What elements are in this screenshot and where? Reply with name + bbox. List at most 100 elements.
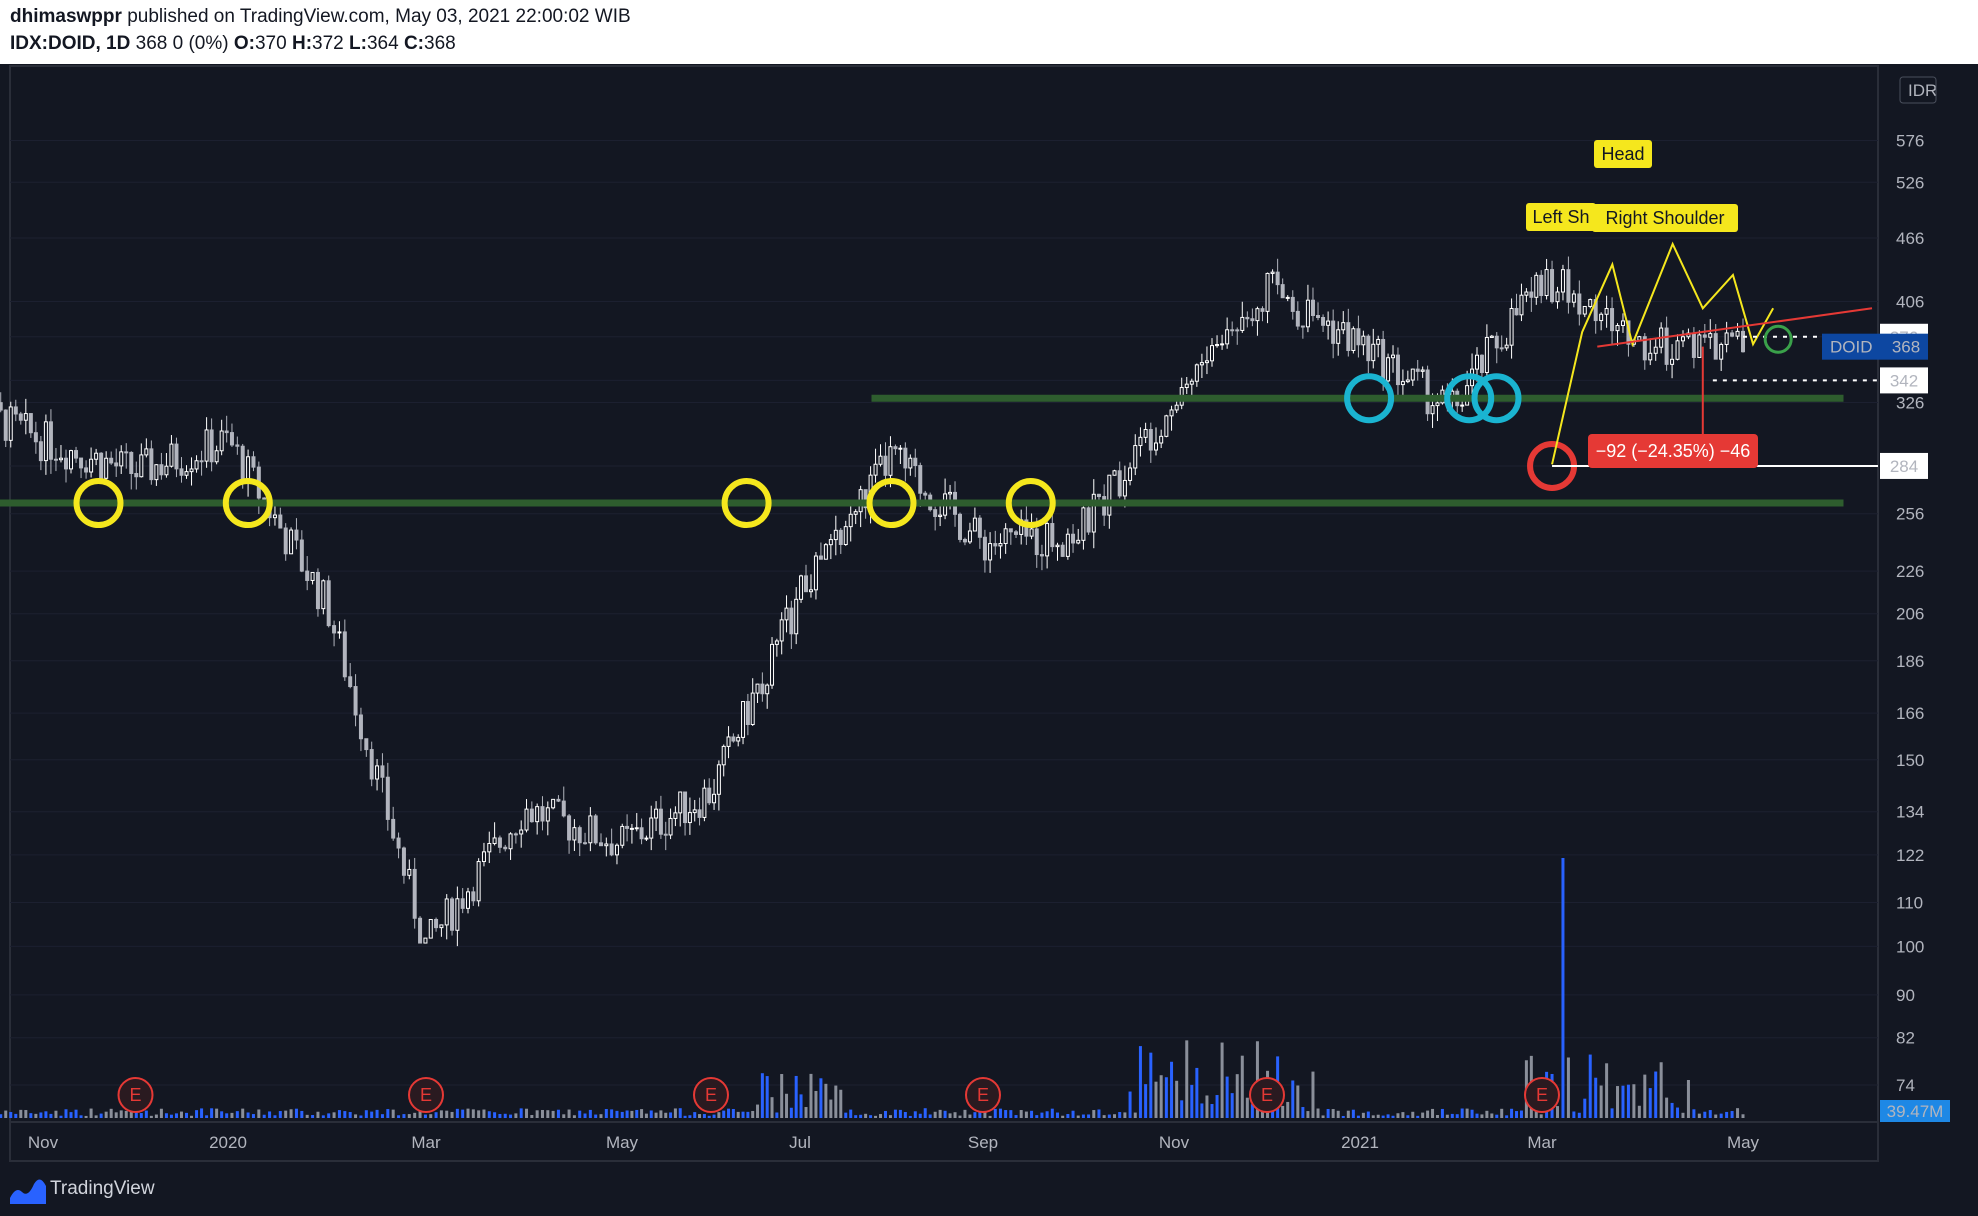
volume-bar: [205, 1115, 209, 1118]
price-axis[interactable]: 74 82 90 100 110 122 134 150 166 186 206 226 256 326 4…: [1822, 76, 1950, 1122]
candle-body: [1560, 269, 1565, 293]
volume-bar: [849, 1109, 853, 1118]
volume-bar: [1725, 1111, 1729, 1118]
candle-body: [1599, 313, 1604, 322]
volume-bar: [928, 1114, 932, 1118]
candle-body: [412, 868, 417, 919]
volume-bar: [439, 1110, 443, 1118]
candle-body: [455, 898, 460, 931]
candle-body: [144, 448, 149, 456]
volume-bar: [164, 1113, 168, 1118]
volume-bar: [1697, 1113, 1701, 1118]
volume-bar: [540, 1109, 544, 1118]
volume-bar: [169, 1114, 173, 1118]
volume-bar: [99, 1113, 103, 1118]
volume-bar: [599, 1114, 603, 1118]
symbol-tag-value: 368: [1892, 338, 1920, 357]
volume-bar: [1045, 1111, 1049, 1118]
candle-body: [561, 800, 566, 817]
volume-bar: [1035, 1115, 1039, 1118]
volume-bar: [1076, 1115, 1080, 1118]
time-tick-label: Nov: [28, 1133, 59, 1152]
time-axis[interactable]: Nov 2020 Mar May Jul Sep Nov 2021 Mar May: [28, 1133, 1760, 1152]
candle-body: [423, 937, 428, 944]
candle-body: [649, 817, 654, 839]
close-label: C:: [403, 33, 424, 54]
candle-body: [1664, 327, 1669, 365]
candle-body: [823, 544, 828, 560]
volume-bar: [397, 1115, 401, 1118]
candle-body: [545, 807, 550, 822]
volume-bar: [391, 1109, 395, 1118]
volume-bar: [1230, 1093, 1234, 1118]
volume-bar: [572, 1115, 576, 1118]
volume-bar: [789, 1107, 793, 1118]
candle-body: [149, 448, 154, 481]
volume-bar: [775, 1112, 779, 1118]
candle-body: [888, 446, 893, 476]
volume-bar: [736, 1111, 740, 1118]
volume-bar: [210, 1108, 214, 1118]
volume-bar: [89, 1108, 93, 1118]
candle-body: [169, 443, 174, 467]
volume-bar: [1648, 1088, 1652, 1118]
candle-body: [933, 509, 938, 517]
candle-body: [1620, 320, 1625, 327]
candle-body: [1697, 334, 1702, 358]
earnings-marker-icon: [965, 1077, 1001, 1113]
marker-circle-icon: [1444, 373, 1495, 424]
candle-body: [765, 684, 770, 695]
candle-body: [119, 451, 124, 467]
earnings-marker-label: E: [129, 1085, 141, 1105]
author-name[interactable]: dhimaswppr: [10, 6, 122, 27]
volume-bar: [1311, 1071, 1315, 1118]
volume-bar: [124, 1110, 128, 1118]
volume-bar: [1676, 1107, 1680, 1118]
volume-bar: [1519, 1110, 1523, 1118]
time-tick-label: Mar: [1527, 1133, 1557, 1152]
candle-body: [401, 847, 406, 876]
volume-bar: [844, 1112, 848, 1118]
ohlc-line: IDX:DOID, 1D 368 0 (0%) O:370 H:372 L:36…: [10, 33, 456, 55]
candle-body: [692, 809, 697, 814]
volume-bar: [1515, 1111, 1519, 1118]
volume-bar: [760, 1073, 764, 1118]
price-chart[interactable]: E E E E E E Head Left Sh Right Shoulder −92 (−24.…: [0, 64, 1978, 1164]
candle-body: [593, 815, 598, 844]
time-tick-label: Nov: [1159, 1133, 1190, 1152]
volume-bar: [144, 1110, 148, 1118]
volume-bar: [19, 1109, 23, 1118]
retest-marker-icon: [1763, 324, 1793, 354]
candle-body: [154, 464, 159, 481]
candle-body: [321, 580, 326, 610]
candle-body: [1091, 493, 1096, 533]
volume-bar: [953, 1112, 957, 1118]
volume-bar: [1366, 1111, 1370, 1118]
volume-bar: [413, 1112, 417, 1118]
candle-body: [418, 917, 423, 944]
tradingview-brand[interactable]: TradingView: [50, 1178, 155, 1199]
candle-body: [519, 829, 524, 835]
candle-body: [353, 686, 358, 716]
volume-bar: [1730, 1111, 1734, 1118]
candle-body: [760, 683, 765, 695]
volume-bar: [1605, 1063, 1609, 1118]
volume-bar: [1087, 1114, 1091, 1118]
volume-bar: [1475, 1113, 1479, 1118]
volume-bar: [289, 1109, 293, 1118]
price-tick-label: 226: [1896, 562, 1924, 581]
candle-body: [588, 815, 593, 844]
volume-bar: [1356, 1115, 1360, 1118]
candle-body: [299, 539, 304, 572]
candle-body: [1351, 328, 1356, 351]
volume-bar: [693, 1112, 697, 1118]
candle-body: [369, 749, 374, 780]
volume-bar: [1281, 1105, 1285, 1118]
candle-body: [702, 787, 707, 818]
volume-bar: [1316, 1108, 1320, 1118]
volume-bar: [1210, 1104, 1214, 1118]
volume-bar: [1205, 1095, 1209, 1118]
volume-bar: [380, 1114, 384, 1118]
volume-bar: [923, 1108, 927, 1118]
volume-bar: [1470, 1109, 1474, 1118]
